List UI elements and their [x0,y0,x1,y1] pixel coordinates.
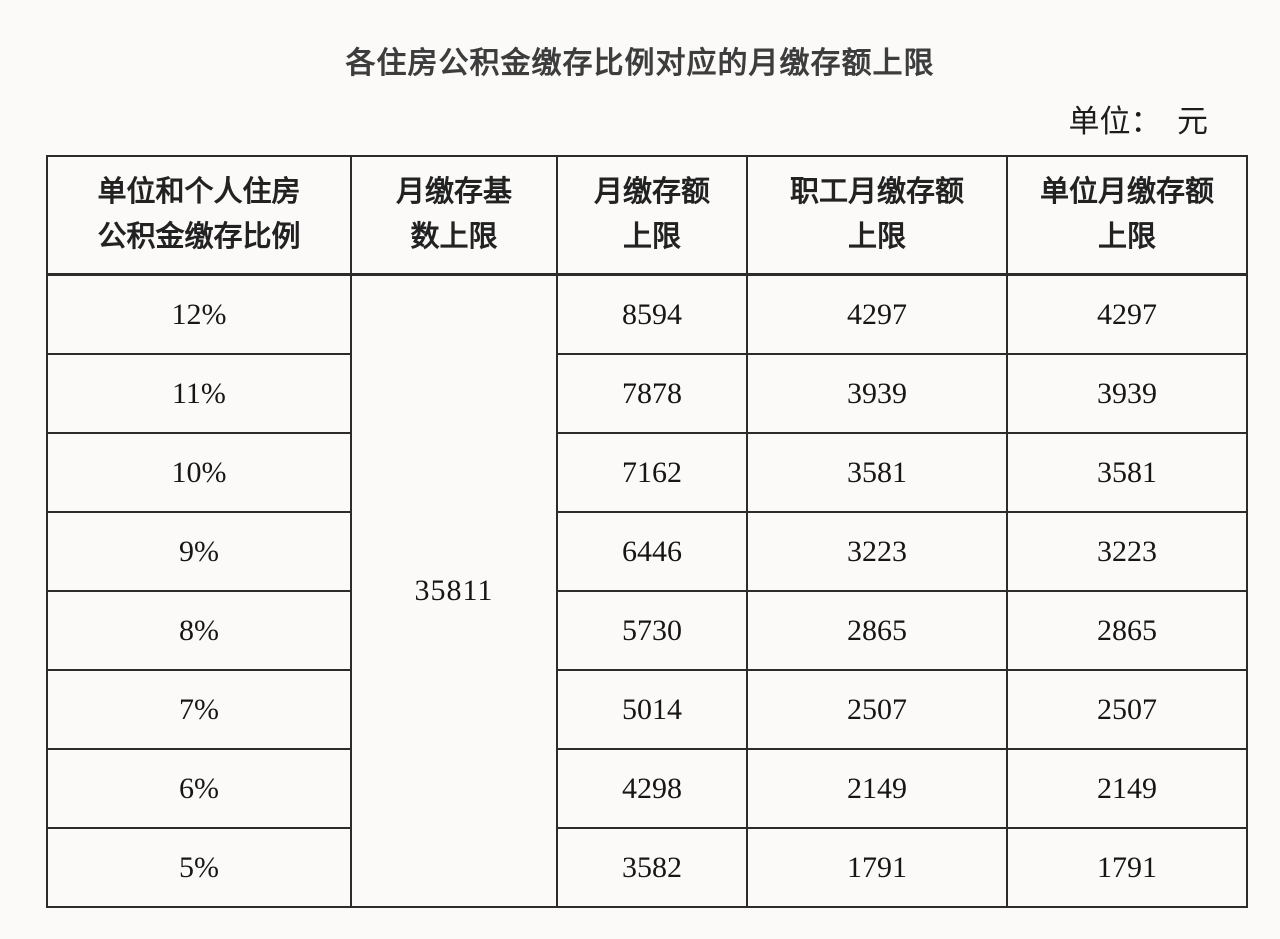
employer-cap-cell: 3223 [1006,511,1248,592]
page-title: 各住房公积金缴存比例对应的月缴存额上限 [345,47,935,80]
col-header-contribution-ratio: 单位和个人住房 公积金缴存比例 [46,155,352,276]
monthly-cap-cell: 8594 [556,273,748,355]
monthly-cap-cell: 5014 [556,669,748,750]
monthly-cap-cell: 5730 [556,590,748,671]
employee-cap-cell: 3939 [746,353,1008,434]
employee-cap-cell: 2149 [746,748,1008,829]
ratio-cell: 7% [46,669,352,750]
employee-cap-cell: 4297 [746,273,1008,355]
monthly-cap-cell: 7162 [556,432,748,513]
table-row: 11% 7878 3939 3939 [46,353,1248,434]
provident-fund-cap-table: 单位和个人住房 公积金缴存比例 月缴存基 数上限 月缴存额 上限 职工月缴存额 … [46,155,1248,908]
table-row: 5% 3582 1791 1791 [46,827,1248,908]
table-row: 6% 4298 2149 2149 [46,748,1248,829]
ratio-cell: 12% [46,273,352,355]
ratio-cell: 10% [46,432,352,513]
ratio-cell: 5% [46,827,352,908]
merged-base-cap-cell: 35811 [350,273,558,908]
monthly-cap-cell: 3582 [556,827,748,908]
monthly-cap-cell: 7878 [556,353,748,434]
table-row: 8% 5730 2865 2865 [46,590,1248,671]
employer-cap-cell: 2149 [1006,748,1248,829]
unit-label: 单位： 元 [1068,104,1209,139]
ratio-cell: 8% [46,590,352,671]
employer-cap-cell: 1791 [1006,827,1248,908]
ratio-cell: 6% [46,748,352,829]
employer-cap-cell: 4297 [1006,273,1248,355]
employer-cap-cell: 3581 [1006,432,1248,513]
monthly-cap-cell: 6446 [556,511,748,592]
ratio-cell: 11% [46,353,352,434]
employee-cap-cell: 3581 [746,432,1008,513]
table-row: 7% 5014 2507 2507 [46,669,1248,750]
employer-cap-cell: 3939 [1006,353,1248,434]
employer-cap-cell: 2865 [1006,590,1248,671]
header-row: 单位和个人住房 公积金缴存比例 月缴存基 数上限 月缴存额 上限 职工月缴存额 … [46,155,1248,276]
col-header-employee-cap: 职工月缴存额 上限 [746,155,1008,276]
table-row: 10% 7162 3581 3581 [46,432,1248,513]
employee-cap-cell: 1791 [746,827,1008,908]
col-header-monthly-cap: 月缴存额 上限 [556,155,748,276]
monthly-cap-cell: 4298 [556,748,748,829]
col-header-employer-cap: 单位月缴存额 上限 [1006,155,1248,276]
col-header-base-cap: 月缴存基 数上限 [350,155,558,276]
employee-cap-cell: 3223 [746,511,1008,592]
employee-cap-cell: 2507 [746,669,1008,750]
table-row: 12% 35811 8594 4297 4297 [46,273,1248,908]
employee-cap-cell: 2865 [746,590,1008,671]
ratio-cell: 9% [46,511,352,592]
employer-cap-cell: 2507 [1006,669,1248,750]
table-row: 9% 6446 3223 3223 [46,511,1248,592]
